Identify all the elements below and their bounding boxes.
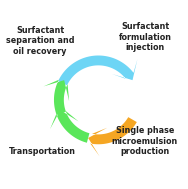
Text: Surfactant
separation and
oil recovery: Surfactant separation and oil recovery bbox=[6, 26, 74, 56]
Text: Surfactant
formulation
injection: Surfactant formulation injection bbox=[118, 22, 171, 52]
Polygon shape bbox=[88, 117, 137, 156]
Polygon shape bbox=[43, 80, 69, 115]
Polygon shape bbox=[50, 110, 89, 143]
Text: Single phase
microemulsion
production: Single phase microemulsion production bbox=[112, 126, 178, 156]
Polygon shape bbox=[58, 56, 137, 85]
Text: Transportation: Transportation bbox=[9, 147, 76, 156]
